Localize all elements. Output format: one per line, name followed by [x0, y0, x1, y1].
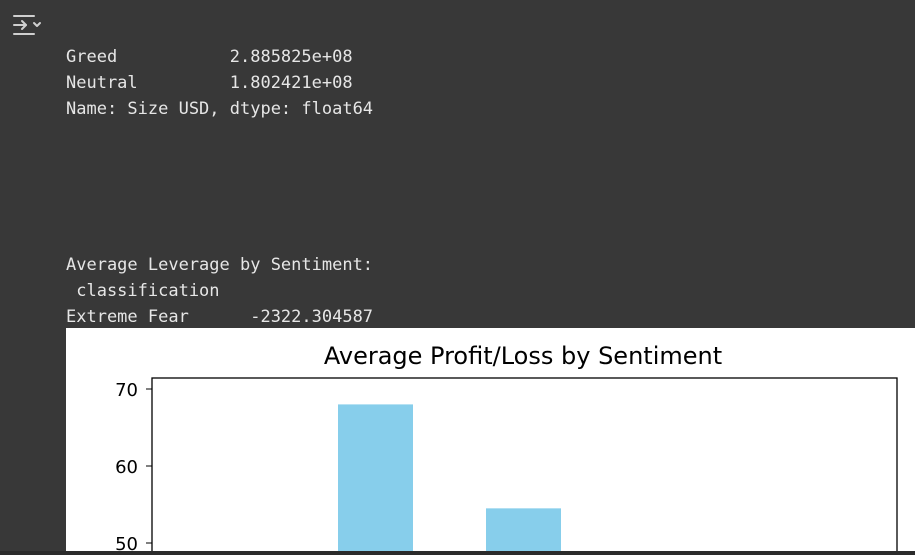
output-line: classification	[66, 281, 220, 301]
y-tick-label: 60	[115, 457, 138, 478]
output-line: Neutral 1.802421e+08	[66, 73, 353, 93]
bottom-border	[0, 551, 915, 555]
output-toggle-icon[interactable]	[10, 10, 44, 40]
y-tick-label: 70	[115, 380, 138, 401]
y-tick-label: 50	[115, 534, 138, 555]
output-line: Average Leverage by Sentiment:	[66, 255, 374, 275]
chart-title: Average Profit/Loss by Sentiment	[324, 342, 722, 370]
profit-loss-chart: Average Profit/Loss by Sentiment 50 60 70	[66, 328, 915, 555]
output-line: Greed 2.885825e+08	[66, 47, 353, 67]
output-line: Name: Size USD, dtype: float64	[66, 99, 374, 119]
bar	[338, 404, 413, 555]
plot-frame	[151, 377, 898, 555]
bar	[486, 508, 561, 555]
chart-svg: Average Profit/Loss by Sentiment 50 60 70	[115, 342, 898, 555]
output-line: Extreme Fear -2322.304587	[66, 307, 374, 327]
